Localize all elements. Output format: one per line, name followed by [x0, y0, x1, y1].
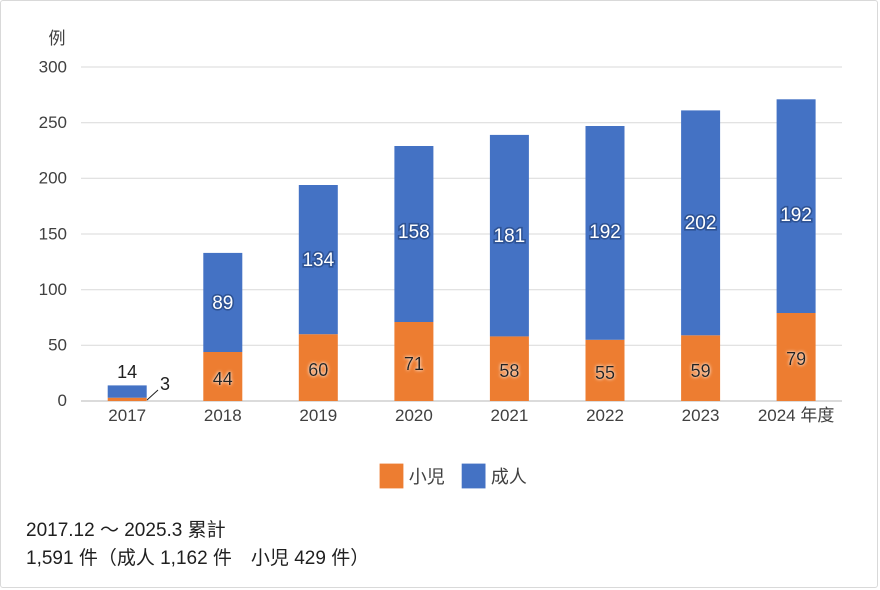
svg-text:79: 79	[786, 349, 806, 369]
svg-text:202: 202	[685, 213, 717, 234]
svg-text:60: 60	[308, 360, 328, 380]
svg-text:0: 0	[58, 391, 67, 410]
svg-text:2018: 2018	[204, 406, 242, 425]
svg-text:2019: 2019	[299, 406, 337, 425]
svg-text:2017: 2017	[108, 406, 146, 425]
svg-text:158: 158	[398, 222, 430, 243]
svg-text:181: 181	[494, 226, 526, 247]
svg-text:59: 59	[691, 361, 711, 381]
svg-text:44: 44	[213, 369, 233, 389]
svg-text:成人: 成人	[491, 467, 527, 487]
svg-text:250: 250	[39, 113, 67, 132]
svg-text:58: 58	[499, 361, 519, 381]
svg-text:200: 200	[39, 169, 67, 188]
svg-text:14: 14	[117, 362, 137, 382]
svg-text:300: 300	[39, 58, 67, 77]
svg-text:89: 89	[212, 293, 233, 314]
svg-text:2021: 2021	[490, 406, 528, 425]
svg-text:192: 192	[589, 222, 621, 243]
svg-text:1,591 件（成人 1,162 件 小児 429 件）: 1,591 件（成人 1,162 件 小児 429 件）	[26, 547, 369, 569]
svg-text:2020: 2020	[395, 406, 433, 425]
svg-text:55: 55	[595, 363, 615, 383]
svg-text:2017.12 ～ 2025.3 累計: 2017.12 ～ 2025.3 累計	[26, 519, 226, 541]
svg-text:2022: 2022	[586, 406, 624, 425]
svg-text:134: 134	[302, 250, 334, 271]
svg-text:小児: 小児	[409, 467, 445, 487]
svg-text:3: 3	[160, 374, 170, 394]
svg-text:71: 71	[404, 354, 424, 374]
svg-text:例: 例	[49, 29, 66, 48]
svg-text:2023: 2023	[682, 406, 720, 425]
svg-text:192: 192	[780, 205, 812, 226]
svg-text:2024 年度: 2024 年度	[758, 406, 835, 425]
svg-text:100: 100	[39, 280, 67, 299]
svg-text:150: 150	[39, 225, 67, 244]
svg-text:50: 50	[48, 336, 67, 355]
